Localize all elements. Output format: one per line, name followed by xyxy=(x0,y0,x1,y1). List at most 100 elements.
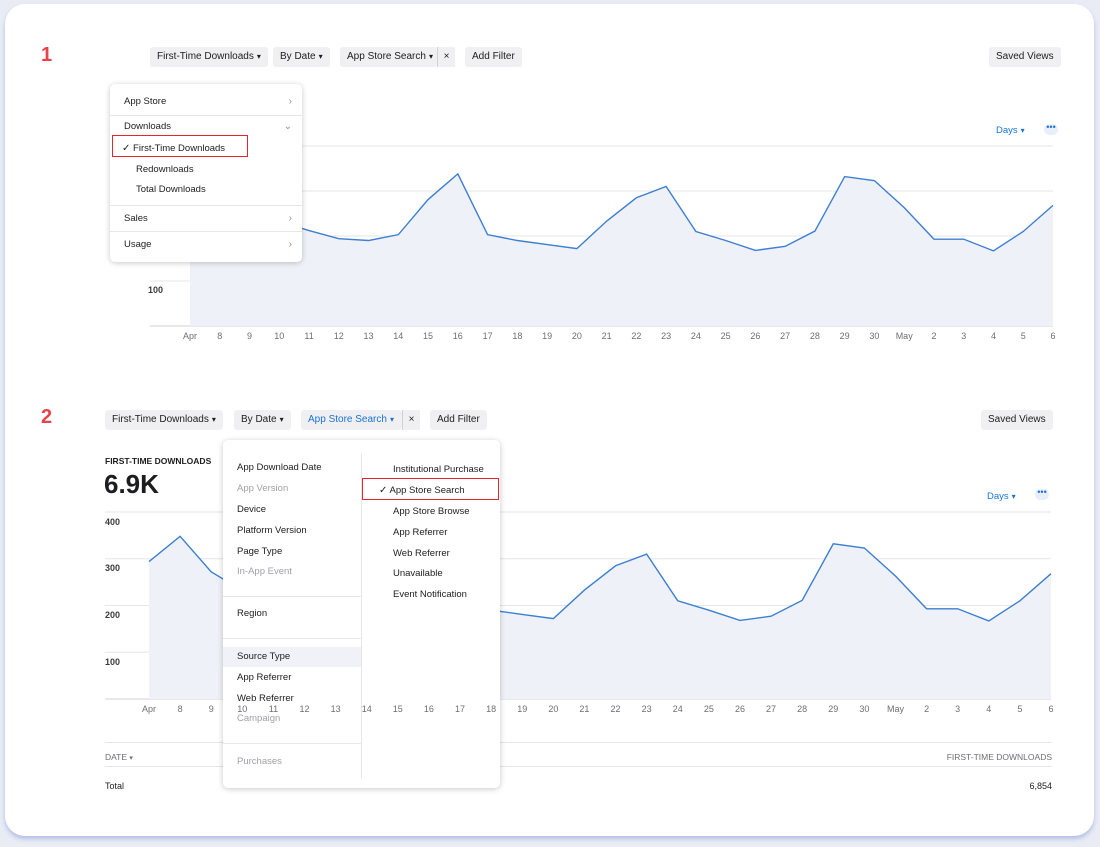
chevron-down-icon: ▾ xyxy=(1020,126,1025,135)
menu-divider xyxy=(223,596,361,597)
series-line xyxy=(189,168,1054,252)
summary-metric-title: FIRST-TIME DOWNLOADS xyxy=(105,456,212,466)
menu-item-usage[interactable]: Usage › xyxy=(110,235,302,255)
add-filter-button[interactable]: Add Filter xyxy=(430,410,487,430)
table-divider xyxy=(105,742,1052,743)
menu-item-label: App Store xyxy=(124,96,167,107)
total-value: 6,854 xyxy=(1029,781,1052,791)
menu-item-unavailable[interactable]: Unavailable xyxy=(393,568,443,579)
period-dropdown[interactable]: Days ▾ xyxy=(996,125,1025,136)
x-tick-label: 11 xyxy=(268,704,279,714)
add-filter-button[interactable]: Add Filter xyxy=(465,47,522,67)
chevron-down-icon: ⌄ xyxy=(283,121,292,132)
x-tick-label: 4 xyxy=(990,331,996,341)
group-by-dropdown[interactable]: By Date ▾ xyxy=(273,47,330,67)
menu-item-label: First-Time Downloads xyxy=(133,143,226,154)
y-tick-label: 100 xyxy=(105,657,121,667)
x-tick-label: 30 xyxy=(869,331,880,341)
x-tick-label: 9 xyxy=(208,704,214,714)
menu-item-app-store[interactable]: App Store › xyxy=(110,92,302,112)
x-tick-label: 6 xyxy=(1048,704,1054,714)
menu-item-app-version: App Version xyxy=(237,483,289,494)
remove-filter-button[interactable]: × xyxy=(437,47,455,67)
y-tick-label: 100 xyxy=(148,285,164,295)
x-tick-label: 14 xyxy=(361,704,372,714)
menu-item-app-store-search[interactable]: ✓ App Store Search xyxy=(375,481,500,501)
saved-views-button[interactable]: Saved Views xyxy=(989,47,1061,67)
x-tick-label: 12 xyxy=(299,704,310,714)
x-tick-label: 6 xyxy=(1050,331,1056,341)
menu-item-page-type[interactable]: Page Type xyxy=(237,546,283,557)
x-tick-label: 23 xyxy=(641,704,652,714)
menu-item-app-referrer[interactable]: App Referrer xyxy=(237,672,292,683)
highlight-box xyxy=(362,478,499,500)
x-tick-label: 8 xyxy=(217,331,223,341)
metric-dropdown[interactable]: First-Time Downloads ▾ xyxy=(150,47,268,67)
area-fill xyxy=(190,169,1053,326)
menu-item-app-referrer-source[interactable]: App Referrer xyxy=(393,527,448,538)
more-options-icon[interactable]: ••• xyxy=(1035,488,1049,500)
group-by-dropdown[interactable]: By Date ▾ xyxy=(234,410,291,430)
menu-item-institutional-purchase[interactable]: Institutional Purchase xyxy=(393,464,484,475)
x-tick-label: 27 xyxy=(766,704,777,714)
x-tick-label: 16 xyxy=(423,704,434,714)
menu-item-event-notification[interactable]: Event Notification xyxy=(393,589,467,600)
chevron-down-icon: ▾ xyxy=(129,755,133,762)
x-tick-label: May xyxy=(895,331,913,341)
menu-item-source-type[interactable]: Source Type xyxy=(223,647,361,667)
date-header-label: DATE xyxy=(105,752,128,762)
x-tick-label: 28 xyxy=(797,704,808,714)
x-tick-label: 27 xyxy=(780,331,791,341)
x-tick-label: Apr xyxy=(141,704,156,714)
y-tick-label: 300 xyxy=(105,563,121,573)
saved-views-button[interactable]: Saved Views xyxy=(981,410,1053,430)
menu-item-web-referrer-source[interactable]: Web Referrer xyxy=(393,548,450,559)
filter-chip-label: App Store Search xyxy=(308,414,387,425)
menu-item-web-referrer[interactable]: Web Referrer xyxy=(237,693,294,704)
menu-item-total-downloads[interactable]: Total Downloads xyxy=(110,180,302,200)
menu-item-region[interactable]: Region xyxy=(237,608,268,619)
metric-dropdown-label: First-Time Downloads xyxy=(112,414,209,425)
step-number: 2 xyxy=(41,406,53,428)
x-tick-label: 3 xyxy=(955,704,961,714)
menu-item-platform-version[interactable]: Platform Version xyxy=(237,525,307,536)
filter-chip[interactable]: App Store Search ▾ xyxy=(340,47,437,67)
x-tick-label: 13 xyxy=(363,331,374,341)
filter-chip[interactable]: App Store Search ▾ xyxy=(301,410,402,430)
y-tick-label: 400 xyxy=(105,517,121,527)
period-dropdown[interactable]: Days ▾ xyxy=(987,491,1016,502)
chevron-down-icon: ▾ xyxy=(428,52,433,61)
menu-item-sales[interactable]: Sales › xyxy=(110,209,302,229)
x-tick-label: 24 xyxy=(690,331,701,341)
x-tick-label: 26 xyxy=(750,331,761,341)
step-number: 1 xyxy=(41,44,53,66)
remove-filter-button[interactable]: × xyxy=(402,410,420,430)
metric-dropdown[interactable]: First-Time Downloads ▾ xyxy=(105,410,223,430)
x-tick-label: 5 xyxy=(1017,704,1023,714)
y-tick-label: 200 xyxy=(105,610,121,620)
metric-dropdown-label: First-Time Downloads xyxy=(157,51,254,62)
chevron-right-icon: › xyxy=(288,96,292,107)
x-tick-label: 30 xyxy=(859,704,870,714)
menu-item-app-download-date[interactable]: App Download Date xyxy=(237,462,322,473)
menu-item-first-time-downloads[interactable]: ✓ First-Time Downloads xyxy=(110,139,302,159)
menu-divider xyxy=(110,231,302,232)
menu-item-device[interactable]: Device xyxy=(237,504,267,515)
menu-item-app-store-browse[interactable]: App Store Browse xyxy=(393,506,470,517)
x-tick-label: 25 xyxy=(720,331,731,341)
metric-column-header[interactable]: FIRST-TIME DOWNLOADS xyxy=(946,752,1052,762)
x-tick-label: 29 xyxy=(839,331,850,341)
menu-item-downloads[interactable]: Downloads ⌄ xyxy=(110,117,302,137)
filter-menu: App Download Date App Version Device Pla… xyxy=(223,440,500,788)
x-tick-label: 10 xyxy=(237,704,248,714)
x-tick-label: 12 xyxy=(333,331,344,341)
more-options-icon[interactable]: ••• xyxy=(1044,123,1058,135)
filter-chip-label: App Store Search xyxy=(347,51,426,62)
menu-divider xyxy=(110,115,302,116)
menu-item-campaign: Campaign xyxy=(237,713,281,724)
x-tick-label: 21 xyxy=(601,331,612,341)
menu-item-redownloads[interactable]: Redownloads xyxy=(110,160,302,180)
chevron-down-icon: ▾ xyxy=(211,415,216,424)
date-column-header[interactable]: DATE ▾ xyxy=(105,752,133,762)
menu-item-label: Sales xyxy=(124,213,148,224)
